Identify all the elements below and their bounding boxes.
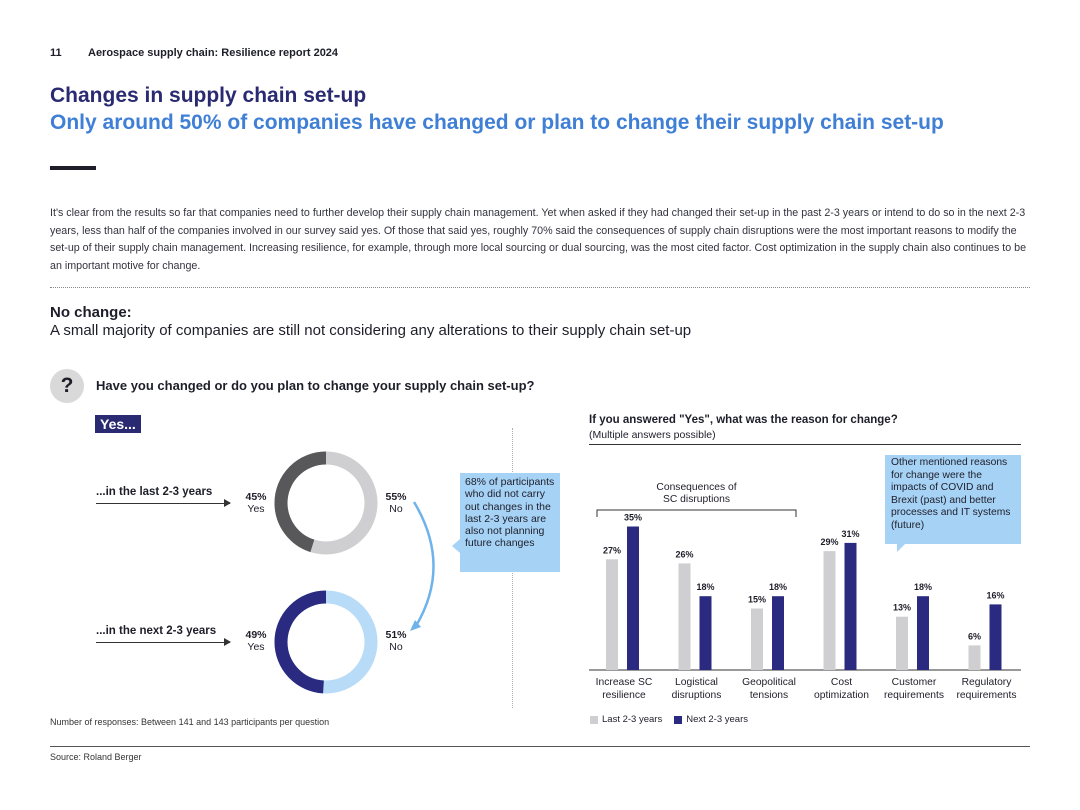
- bar-value-label: 27%: [603, 545, 621, 555]
- bar: [917, 596, 929, 670]
- bar-value-label: 18%: [914, 582, 932, 592]
- donut-yes-segment: [274, 590, 378, 694]
- donut-yes-segment: [274, 451, 378, 555]
- group-bracket: [596, 509, 797, 517]
- arrow-next: [96, 638, 231, 646]
- dotted-divider: [50, 287, 1030, 288]
- legend-label-next: Next 2-3 years: [686, 714, 748, 725]
- yes-badge: Yes...: [95, 415, 141, 433]
- bar: [968, 645, 981, 670]
- bar: [844, 542, 857, 670]
- donut-yes-value-last: 45% Yes: [245, 491, 267, 515]
- donut-no-segment: [274, 451, 378, 555]
- bar: [772, 596, 784, 670]
- section-heading: No change:: [50, 304, 132, 321]
- source-note: Source: Roland Berger: [50, 752, 142, 762]
- question-text: Have you changed or do you plan to chang…: [96, 378, 535, 393]
- bar: [751, 608, 763, 670]
- donut-no-value-last: 55% No: [385, 491, 407, 515]
- bar-value-label: 26%: [675, 549, 693, 559]
- group-annotation-label: SC disruptions: [663, 494, 730, 505]
- bar-chart-title-rule: [589, 444, 1021, 445]
- legend-swatch-last: [590, 715, 598, 724]
- arrow-last: [96, 499, 231, 507]
- question-icon: ?: [50, 369, 84, 403]
- bar-value-label: 29%: [820, 537, 838, 547]
- curved-connector-arrow: [412, 501, 435, 627]
- donut-no-segment: [274, 590, 378, 694]
- donut-yes-value-next: 49% Yes: [245, 629, 267, 653]
- chart-legend: Last 2-3 years Next 2-3 years: [590, 714, 748, 725]
- bar: [606, 559, 618, 670]
- callout-other-reasons: Other mentioned reasons for change were …: [885, 455, 1021, 552]
- intro-paragraph: It's clear from the results so far that …: [50, 207, 1027, 272]
- category-label: requirements: [956, 690, 1016, 701]
- bar: [627, 526, 639, 670]
- bar: [989, 604, 1002, 670]
- page-subtitle: Only around 50% of companies have change…: [50, 111, 944, 134]
- report-title: Aerospace supply chain: Resilience repor…: [88, 47, 339, 59]
- category-label: Cost: [831, 677, 852, 688]
- bar: [699, 596, 712, 670]
- section-subheading: A small majority of companies are still …: [50, 322, 692, 339]
- callout-no-change: 68% of participants who did not carry ou…: [452, 473, 560, 572]
- legend-swatch-next: [674, 715, 683, 724]
- donut-row-label-next: ...in the next 2-3 years: [96, 625, 217, 637]
- bar-chart-subtitle: (Multiple answers possible): [589, 429, 716, 441]
- bar-value-label: 31%: [841, 529, 859, 539]
- category-label: tensions: [750, 690, 788, 701]
- donut-no-value-next: 51% No: [385, 629, 407, 653]
- bar-value-label: 18%: [696, 582, 714, 592]
- bar-value-label: 35%: [624, 513, 642, 523]
- donut-row-label-last: ...in the last 2-3 years: [96, 486, 213, 498]
- category-label: Increase SC: [596, 677, 653, 688]
- category-label: disruptions: [672, 690, 722, 701]
- legend-label-last: Last 2-3 years: [602, 714, 663, 725]
- category-label: resilience: [602, 690, 646, 701]
- bar: [896, 616, 908, 670]
- bar-value-label: 18%: [769, 582, 787, 592]
- bar-value-label: 16%: [986, 590, 1004, 600]
- bar-value-label: 15%: [748, 595, 766, 605]
- page-title: Changes in supply chain set-up: [50, 84, 367, 107]
- category-label: optimization: [814, 690, 869, 701]
- title-rule: [50, 166, 96, 170]
- group-annotation-label: Consequences of: [656, 482, 736, 493]
- response-note: Number of responses: Between 141 and 143…: [50, 717, 330, 727]
- bar-value-label: 6%: [968, 631, 981, 641]
- category-label: Geopolitical: [742, 677, 796, 688]
- category-label: Regulatory: [962, 677, 1013, 688]
- legend-item-next: Next 2-3 years: [674, 714, 748, 725]
- bar: [678, 563, 691, 670]
- category-label: Logistical: [675, 677, 718, 688]
- page-number: 11: [50, 47, 62, 59]
- bar-value-label: 13%: [893, 603, 911, 613]
- category-label: Customer: [892, 677, 937, 688]
- category-label: requirements: [884, 690, 944, 701]
- legend-item-last: Last 2-3 years: [590, 714, 662, 725]
- bar: [823, 551, 836, 670]
- bar-chart-title: If you answered "Yes", what was the reas…: [589, 414, 898, 426]
- bottom-rule: [50, 746, 1030, 747]
